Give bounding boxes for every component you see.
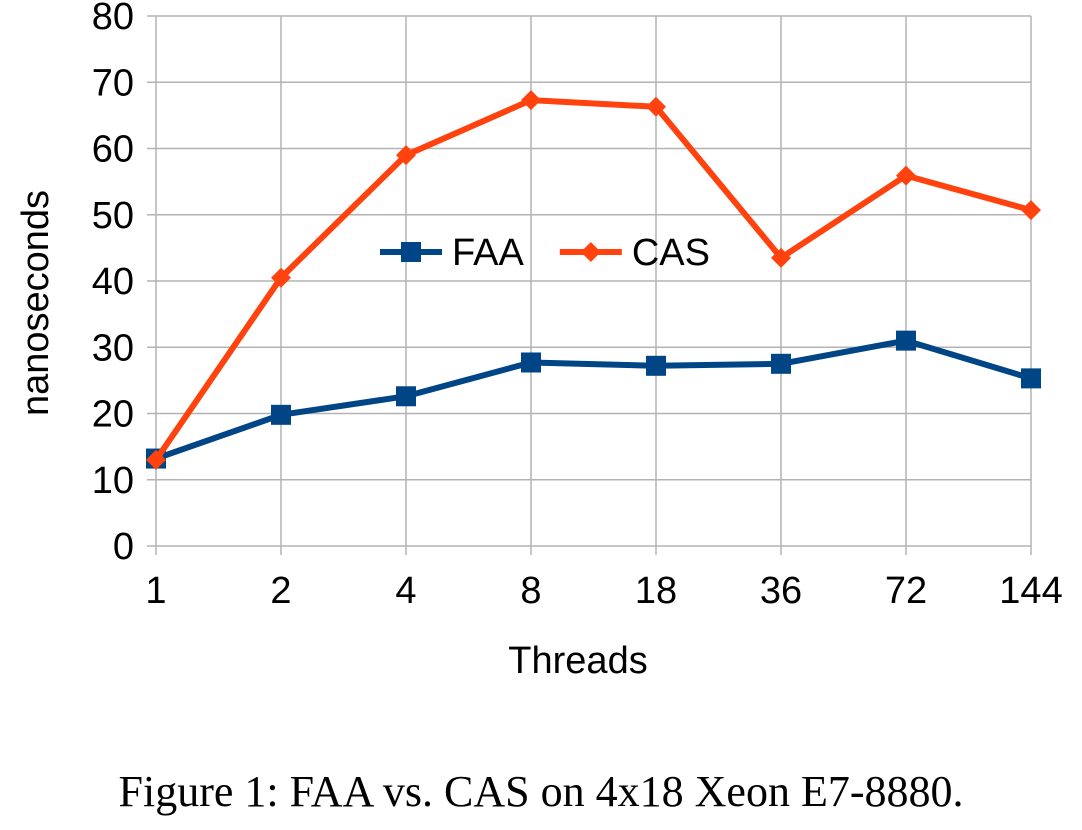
y-tick-label: 20 [92, 394, 134, 436]
legend-label: FAA [452, 232, 524, 274]
x-axis-title: Threads [508, 640, 647, 682]
y-tick-labels: 0 10 20 30 40 50 60 70 80 [92, 0, 134, 568]
x-tick-labels: 1 2 4 8 18 36 72 144 [145, 570, 1062, 612]
y-tick-label: 0 [113, 526, 134, 568]
series [146, 90, 1041, 470]
series-cas [146, 90, 1041, 470]
cas-point [396, 145, 416, 166]
x-tick-label: 144 [999, 570, 1062, 612]
y-tick-label: 40 [92, 261, 134, 303]
cas-point [1021, 200, 1041, 221]
legend-item-cas: CAS [559, 232, 710, 274]
cas-point [271, 267, 291, 288]
faa-point [1021, 368, 1041, 389]
cas-line [153, 97, 1034, 463]
faa-point [646, 355, 666, 376]
faa-point [771, 353, 791, 374]
cas-point [646, 96, 666, 117]
legend-item-faa: FAA [380, 232, 524, 274]
x-tick-label: 2 [270, 570, 291, 612]
y-tick-label: 60 [92, 129, 134, 171]
x-tick-label: 1 [145, 570, 166, 612]
y-axis-title: nanoseconds [15, 190, 57, 416]
faa-point [271, 404, 291, 425]
legend-swatch-marker [580, 242, 601, 262]
faa-line [153, 337, 1034, 462]
series-faa [146, 330, 1041, 469]
legend-label: CAS [632, 232, 710, 274]
faa-point [396, 386, 416, 407]
cas-point [146, 449, 166, 470]
faa-point [896, 330, 916, 351]
figure-caption: Figure 1: FAA vs. CAS on 4x18 Xeon E7-88… [118, 767, 964, 816]
cas-point [521, 90, 541, 111]
cas-point [896, 165, 916, 186]
y-tick-label: 80 [92, 0, 134, 38]
cas-point [771, 247, 791, 268]
line-chart: 0 10 20 30 40 50 60 70 80 1 2 4 8 18 36 72 144 FAA CAS T… [15, 0, 1063, 682]
y-tick-label: 30 [92, 327, 134, 369]
x-tick-label: 72 [885, 570, 927, 612]
y-tick-label: 50 [92, 195, 134, 237]
x-tick-label: 18 [635, 570, 677, 612]
y-tick-label: 70 [92, 62, 134, 104]
legend-swatch-marker [401, 242, 421, 262]
y-tick-label: 10 [92, 460, 134, 502]
legend: FAA CAS [380, 232, 710, 274]
x-tick-label: 8 [520, 570, 541, 612]
faa-point [521, 352, 541, 373]
x-tick-label: 36 [760, 570, 802, 612]
x-tick-label: 4 [395, 570, 416, 612]
